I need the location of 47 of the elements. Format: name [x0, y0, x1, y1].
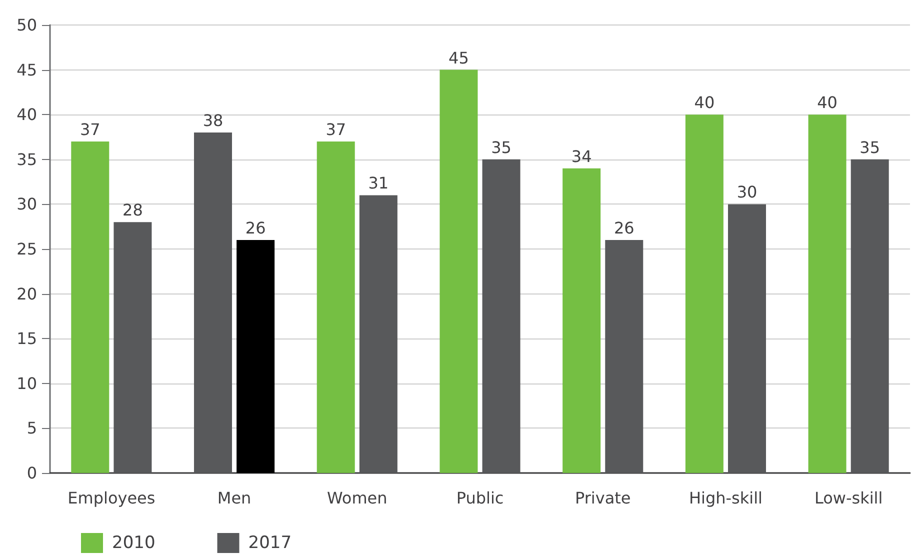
y-tick-label: 25: [16, 240, 37, 258]
bar: [850, 159, 889, 473]
x-tick-label: Private: [574, 488, 631, 508]
bar: [440, 70, 478, 473]
x-tick-label: Low-skill: [814, 488, 883, 508]
y-tick-label: 15: [16, 329, 37, 348]
y-tick-label: 50: [16, 16, 37, 34]
y-tick-label: 35: [16, 150, 37, 169]
bar: [482, 159, 520, 473]
data-label: 37: [80, 120, 100, 139]
data-label: 35: [860, 138, 880, 157]
legend-label: 2017: [248, 533, 292, 553]
data-label: 45: [448, 48, 469, 68]
bar: [605, 240, 644, 473]
x-tick-label: High-skill: [688, 488, 762, 508]
data-label: 30: [736, 182, 758, 202]
x-tick-label: Men: [217, 488, 252, 508]
bar: [236, 240, 275, 473]
bar: [562, 168, 601, 473]
y-tick-label: 45: [16, 60, 37, 80]
x-tick-label: Employees: [68, 488, 156, 508]
y-tick-label: 20: [16, 284, 37, 304]
bar: [685, 114, 724, 473]
y-tick-label: 10: [16, 374, 37, 393]
bar: [359, 195, 398, 473]
y-tick-label: 5: [26, 418, 37, 438]
data-label: 38: [202, 111, 224, 130]
bar: [316, 141, 355, 473]
bar: [114, 222, 152, 473]
data-label: 37: [326, 120, 346, 139]
data-label: 26: [614, 218, 634, 238]
bar: [71, 141, 110, 473]
data-label: 40: [817, 93, 838, 112]
y-tick-label: 30: [16, 194, 37, 214]
legend-label: 2010: [112, 533, 156, 553]
bar: [728, 204, 766, 473]
bar: [808, 114, 846, 473]
x-tick-label: Women: [327, 488, 388, 508]
data-label: 35: [491, 138, 512, 157]
data-label: 31: [368, 174, 389, 193]
y-tick-label: 40: [16, 105, 37, 124]
data-label: 26: [245, 218, 266, 238]
y-tick-label: 0: [26, 464, 37, 482]
data-label: 34: [571, 146, 592, 166]
data-label: 40: [694, 93, 715, 112]
data-label: 28: [122, 200, 143, 220]
x-tick-label: Public: [456, 488, 504, 508]
